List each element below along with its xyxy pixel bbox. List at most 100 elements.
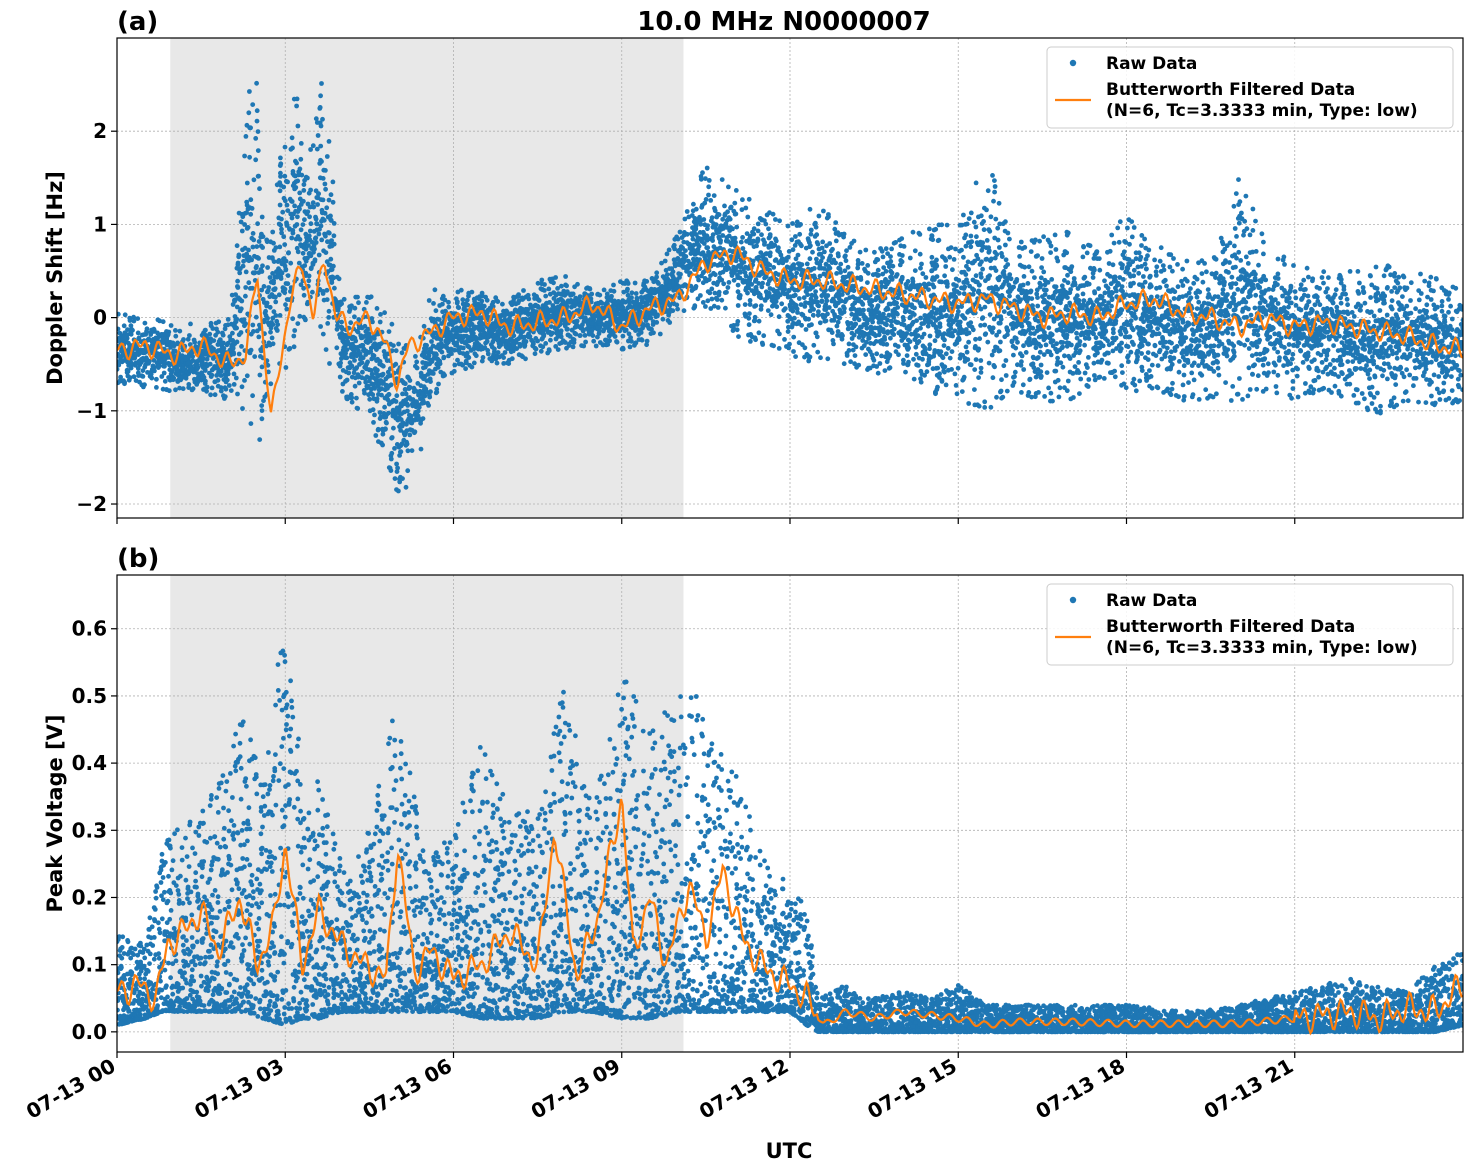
raw-data-point [710, 238, 715, 244]
raw-data-point [1229, 326, 1235, 331]
raw-data-point [313, 235, 319, 241]
raw-data-point [1115, 225, 1121, 231]
raw-data-point [768, 312, 774, 318]
raw-data-point [331, 233, 337, 239]
raw-data-point [250, 244, 256, 250]
raw-data-point [722, 203, 727, 209]
raw-data-point [756, 330, 762, 336]
raw-data-point [1005, 262, 1011, 267]
raw-data-point [288, 260, 294, 266]
raw-data-point [243, 293, 248, 299]
raw-data-point [446, 304, 452, 310]
raw-data-point [271, 309, 277, 315]
raw-data-point [1027, 376, 1033, 382]
raw-data-point [1093, 335, 1099, 341]
raw-data-point [1046, 325, 1052, 331]
raw-data-point [315, 133, 321, 138]
raw-data-point [267, 304, 273, 310]
raw-data-point [719, 177, 725, 183]
raw-data-point [254, 244, 260, 250]
raw-data-point [954, 391, 960, 397]
raw-data-point [971, 219, 977, 225]
raw-data-point [380, 442, 385, 448]
raw-data-point [386, 410, 391, 416]
raw-data-point [771, 265, 777, 270]
raw-data-point [814, 232, 820, 238]
raw-data-point [815, 241, 821, 247]
raw-data-point [1329, 390, 1334, 395]
raw-data-point [380, 371, 386, 377]
raw-data-point [1043, 342, 1049, 348]
raw-data-point [1355, 345, 1360, 350]
raw-data-point [735, 289, 741, 295]
raw-data-point [260, 263, 265, 269]
raw-data-point [1157, 258, 1163, 264]
raw-data-point [300, 222, 306, 228]
raw-data-point [1196, 338, 1202, 343]
raw-data-point [416, 404, 422, 410]
raw-data-point [914, 318, 919, 323]
raw-data-point [312, 257, 318, 263]
raw-data-point [1118, 331, 1124, 337]
raw-data-point [221, 346, 227, 351]
raw-data-point [1232, 243, 1237, 249]
raw-data-point [1015, 339, 1020, 345]
raw-data-point [1295, 366, 1300, 372]
raw-data-point [666, 247, 672, 253]
raw-data-point [1227, 240, 1233, 246]
raw-data-point [202, 368, 208, 373]
raw-data-point [302, 217, 307, 223]
raw-data-point [1209, 324, 1215, 330]
raw-data-point [261, 284, 267, 289]
raw-data-point [527, 334, 533, 339]
raw-data-point [1226, 270, 1231, 275]
raw-data-point [991, 198, 996, 204]
raw-data-point [1183, 335, 1189, 341]
raw-data-point [1152, 310, 1158, 316]
raw-data-point [1038, 343, 1043, 349]
raw-data-point [323, 233, 328, 239]
raw-data-point [192, 339, 198, 345]
raw-data-point [302, 263, 308, 268]
raw-data-point [626, 331, 632, 337]
raw-data-point [338, 360, 343, 366]
raw-data-point [332, 285, 337, 291]
raw-data-point [246, 247, 251, 253]
raw-data-point [532, 351, 538, 357]
raw-data-point [1184, 278, 1190, 284]
raw-data-point [1101, 298, 1107, 304]
raw-data-point [377, 319, 383, 325]
raw-data-point [535, 338, 540, 344]
raw-data-point [951, 257, 957, 262]
raw-data-point [607, 327, 613, 333]
raw-data-point [1333, 287, 1339, 293]
raw-data-point [323, 250, 329, 256]
raw-data-point [249, 206, 255, 211]
raw-data-point [1362, 300, 1368, 306]
raw-data-point [1041, 269, 1047, 275]
raw-data-point [911, 376, 917, 382]
raw-data-point [173, 387, 178, 393]
raw-data-point [1351, 314, 1357, 319]
raw-data-point [188, 321, 193, 327]
raw-data-point [251, 237, 257, 243]
raw-data-point [369, 368, 374, 373]
raw-data-point [375, 367, 380, 373]
raw-data-point [349, 363, 355, 369]
raw-data-point [1284, 310, 1290, 316]
raw-data-point [1203, 343, 1209, 349]
raw-data-point [943, 351, 949, 357]
raw-data-point [336, 276, 342, 282]
raw-data-point [1105, 285, 1111, 291]
raw-data-point [396, 341, 401, 347]
raw-data-point [1395, 316, 1401, 322]
raw-data-point [295, 249, 301, 255]
raw-data-point [891, 315, 897, 320]
raw-data-point [268, 329, 273, 335]
raw-data-point [794, 270, 800, 276]
raw-data-point [471, 331, 476, 336]
raw-data-point [738, 269, 743, 275]
raw-data-point [626, 299, 632, 305]
raw-data-point [989, 352, 995, 358]
